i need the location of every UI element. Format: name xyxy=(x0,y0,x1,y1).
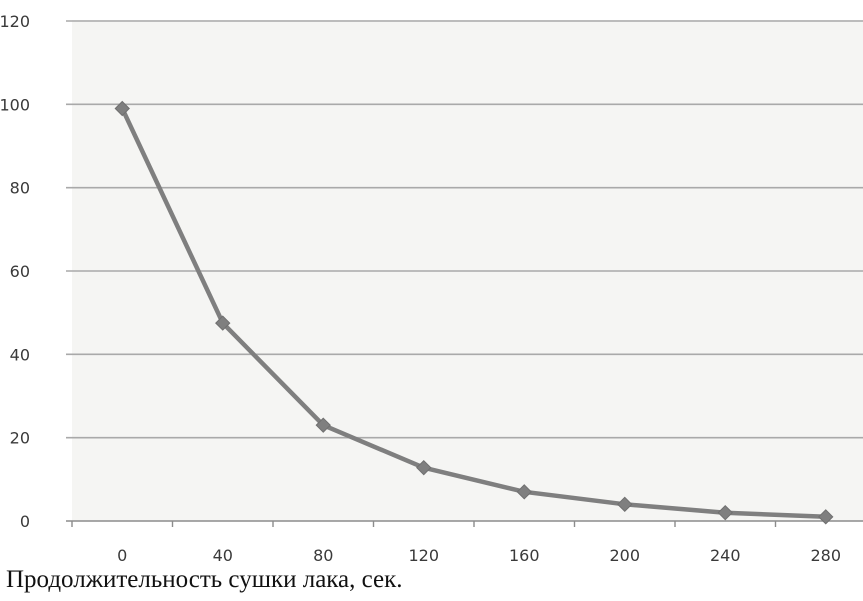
x-tick-label: 40 xyxy=(213,546,233,565)
data-series xyxy=(114,100,834,525)
line-chart: 0 20 40 60 80 100 120 0 40 80 120 160 200 240 280 xyxy=(0,12,863,565)
y-tick-label: 80 xyxy=(10,179,30,198)
data-point-marker xyxy=(416,459,432,476)
axes xyxy=(66,520,863,527)
x-tick-label: 240 xyxy=(710,546,741,565)
y-tick-label: 60 xyxy=(10,262,30,281)
y-tick-label: 100 xyxy=(0,95,30,114)
chart: 0 20 40 60 80 100 120 0 40 80 120 160 200 240 280 xyxy=(0,12,863,565)
x-tick-label: 200 xyxy=(609,546,640,565)
y-axis-ticks: 0 20 40 60 80 100 120 xyxy=(0,12,30,531)
data-point-marker xyxy=(717,504,733,521)
y-tick-label: 40 xyxy=(10,345,30,364)
x-tick-label: 80 xyxy=(313,546,333,565)
data-point-marker xyxy=(315,417,331,433)
x-tick-label: 160 xyxy=(509,546,540,565)
data-point-marker xyxy=(114,100,130,117)
y-tick-label: 0 xyxy=(20,512,30,531)
series-line xyxy=(120,106,829,520)
data-point-marker xyxy=(516,484,532,500)
x-axis-ticks: 0 40 80 120 160 200 240 280 xyxy=(117,546,841,565)
data-point-marker xyxy=(818,509,834,525)
data-point-marker xyxy=(617,496,633,513)
y-tick-label: 20 xyxy=(10,429,30,448)
x-tick-label: 120 xyxy=(408,546,439,565)
x-tick-label: 280 xyxy=(810,546,841,565)
x-axis-title: Продолжительность сушки лака, сек. xyxy=(6,566,403,593)
y-tick-label: 120 xyxy=(0,12,30,31)
x-tick-label: 0 xyxy=(117,546,127,565)
data-point-marker xyxy=(215,315,231,331)
